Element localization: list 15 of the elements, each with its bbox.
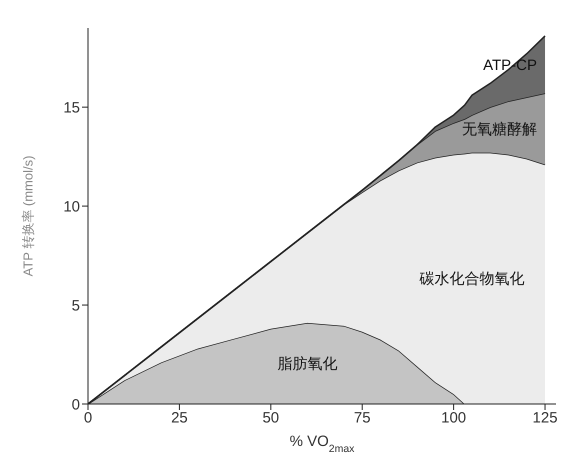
y-axis-title: ATP 转换率 (mmol/s) [20, 156, 36, 276]
x-tick-label: 50 [262, 410, 280, 427]
series-label: 无氧糖酵解 [462, 121, 538, 138]
y-tick-label: 15 [63, 99, 80, 116]
x-tick-label: 75 [354, 410, 371, 427]
y-tick-label: 5 [72, 297, 80, 314]
series-label: 脂肪氧化 [277, 356, 338, 373]
x-axis-title: % VO$_{2max}$ [290, 433, 356, 455]
series-label: 碳水化合物氧化 [418, 270, 524, 288]
x-tick-label: 100 [441, 410, 466, 427]
x-tick-label: 0 [84, 410, 92, 427]
x-tick-label: 125 [532, 410, 558, 427]
y-tick-label: 10 [63, 198, 80, 216]
x-tick-label: 25 [171, 410, 188, 427]
y-tick-label: 0 [72, 396, 80, 414]
